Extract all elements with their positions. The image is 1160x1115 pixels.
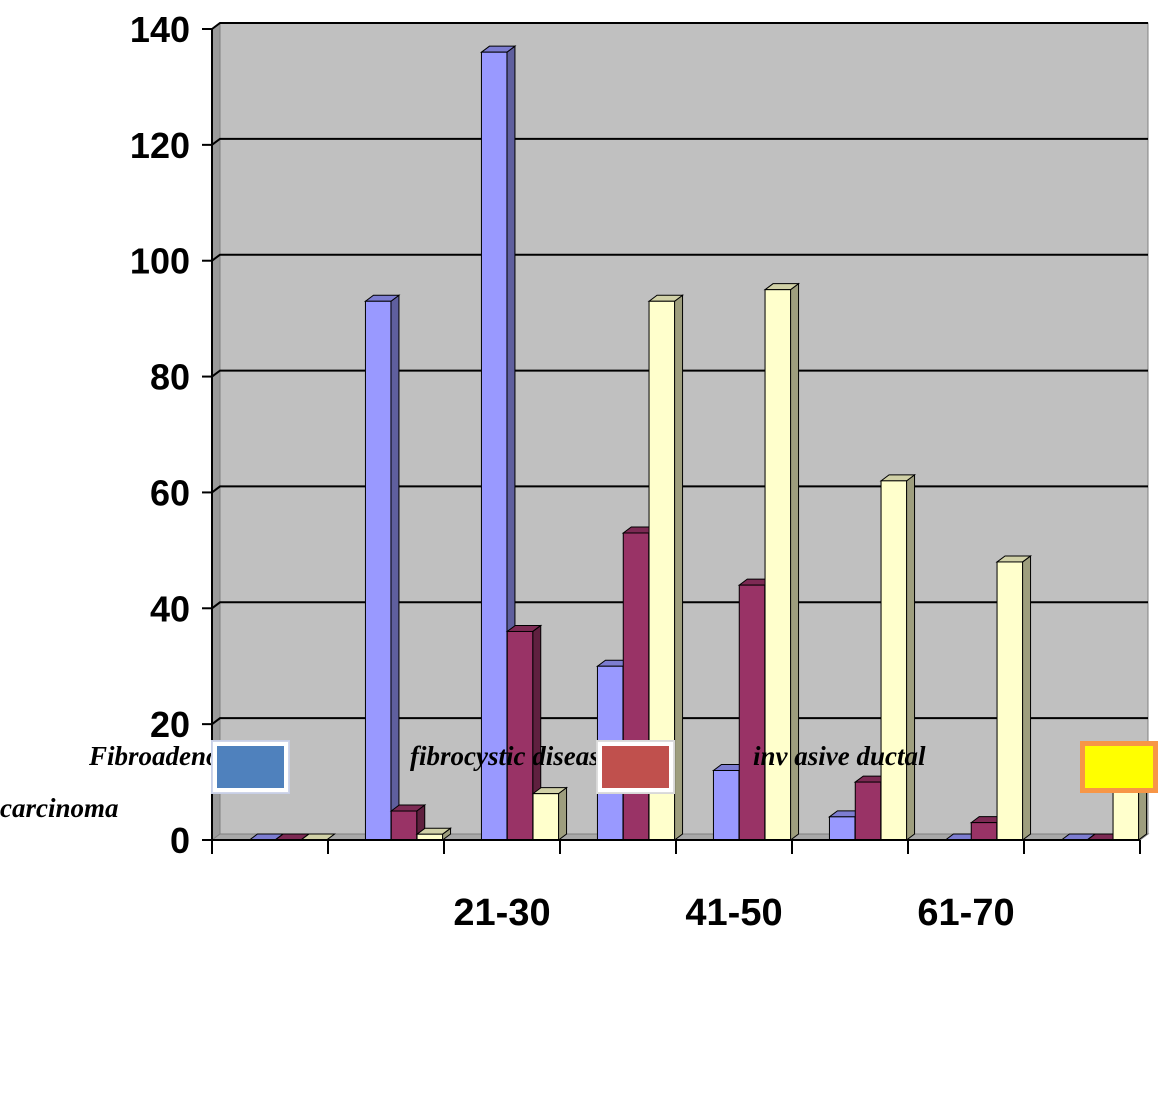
bar-side (390, 294, 400, 841)
legend-swatch-fibroadenoma (212, 741, 289, 793)
bar-front (622, 532, 650, 841)
bars (247, 45, 1149, 841)
y-tick-label: 100 (130, 241, 190, 282)
plot-side-wall (211, 22, 221, 841)
gridline (211, 717, 1148, 725)
bar (363, 294, 401, 841)
bar-side (906, 473, 916, 841)
y-tick-label: 40 (150, 588, 190, 629)
bar (479, 45, 517, 841)
gridline (211, 22, 1148, 30)
gridline (211, 253, 1148, 262)
bar-side (558, 786, 568, 841)
bar-front (480, 51, 508, 841)
legend-label-fibrocystic-disease: fibrocystic disease (410, 741, 612, 771)
bar-front (532, 793, 560, 841)
bar-side (1022, 554, 1032, 841)
bar-front (712, 769, 740, 841)
y-tick-label: 120 (130, 125, 190, 166)
x-tick-label: 41-50 (685, 892, 782, 934)
x-axis: 21-30 41-50 61-70 (211, 839, 1141, 934)
y-tick-label: 80 (150, 357, 190, 398)
bar (415, 827, 453, 841)
y-tick-label: 140 (130, 9, 190, 50)
bar (531, 786, 569, 841)
bar (505, 624, 543, 841)
bar-front (506, 630, 534, 841)
bar (389, 804, 427, 841)
legend-label-carcinoma: carcinoma (0, 793, 119, 823)
y-axis: 0 20 40 60 80 100 120 140 (130, 9, 213, 861)
bar-front (828, 816, 856, 841)
bar-front (854, 781, 882, 841)
legend-swatch-fibrocystic-disease (597, 741, 674, 793)
gridline (211, 485, 1148, 494)
gridline (211, 601, 1148, 610)
x-tick-label: 61-70 (917, 892, 1014, 934)
gridlines (211, 22, 1148, 725)
bar-front (970, 822, 998, 841)
y-tick-label: 0 (170, 820, 190, 861)
bar (879, 473, 917, 841)
bar (995, 554, 1033, 841)
bar-front (390, 810, 418, 841)
x-tick-label: 21-30 (453, 892, 550, 934)
bar-front (738, 584, 766, 841)
gridline (211, 369, 1148, 378)
bar-front (364, 300, 392, 841)
bar-front (996, 561, 1024, 841)
gridline (211, 137, 1148, 146)
legend-label-invasive-ductal: inv asive ductal (753, 741, 926, 771)
y-tick-label: 20 (150, 704, 190, 745)
y-tick-label: 60 (150, 472, 190, 513)
bar-front (880, 480, 908, 841)
legend-swatch-invasive-ductal-carcinoma (1080, 741, 1158, 793)
bar-side (674, 294, 684, 841)
